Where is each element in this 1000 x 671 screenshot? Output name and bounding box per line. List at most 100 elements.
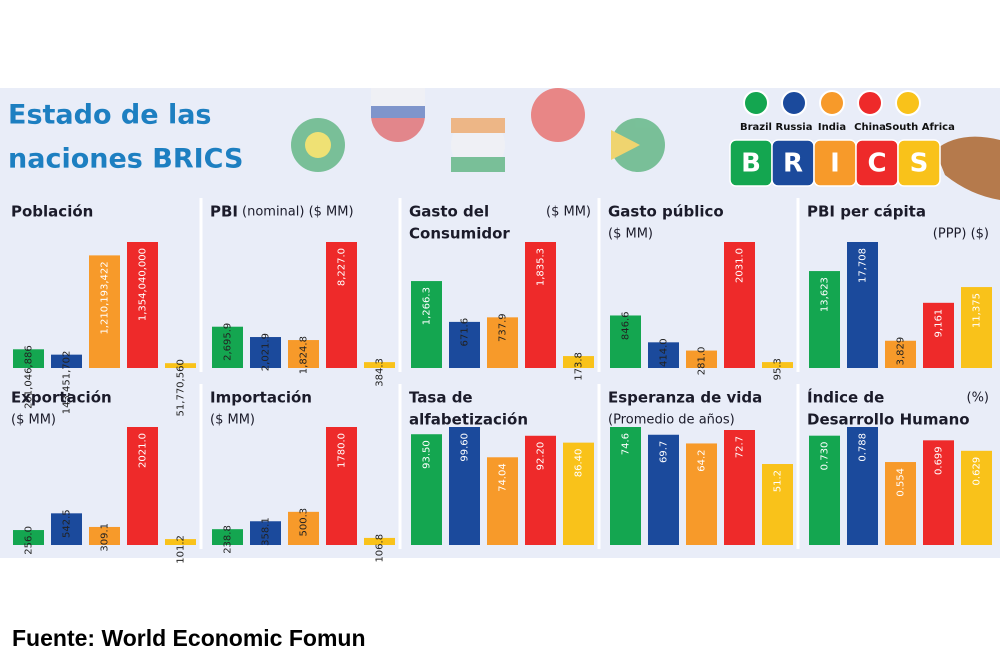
bar — [165, 363, 196, 368]
bar — [885, 340, 916, 368]
logo-flag — [781, 90, 807, 116]
value-label: 281.0 — [697, 347, 708, 376]
value-label: 1,266.3 — [422, 287, 433, 325]
bar-chart: Importación ($ MM) 238.8 358.1 500.3 1780.0 10… — [199, 384, 395, 563]
flag-south-africa-triangle — [611, 130, 640, 160]
bar — [847, 242, 878, 368]
main-title-line: Estado de las — [8, 100, 212, 131]
value-label: 358.1 — [261, 517, 272, 546]
value-label: 1,354,040,000 — [138, 248, 149, 321]
value-label: 2021.0 — [138, 433, 149, 468]
bar-chart: Tasa de alfabetización 93.50 99.60 74.04 92.2… — [398, 384, 594, 549]
bar — [610, 315, 641, 368]
value-label: 846.6 — [621, 311, 632, 340]
bar — [165, 539, 196, 545]
value-label: 72.7 — [735, 436, 746, 458]
chart-unit: (PPP) ($) — [933, 227, 989, 242]
bar — [809, 435, 840, 545]
value-label: 414.0 — [659, 338, 670, 367]
bar — [89, 255, 120, 368]
value-label: 737.9 — [498, 313, 509, 342]
chart-title: Índice de — [807, 388, 884, 407]
value-label: 238.8 — [223, 525, 234, 554]
value-label: 3,829 — [896, 337, 907, 366]
value-label: 92.20 — [536, 442, 547, 471]
value-label: 500.3 — [299, 508, 310, 537]
flag-russia-top — [371, 88, 425, 106]
value-label: 201,046,886 — [24, 345, 35, 409]
bar-chart: Población 201,046,886 143,451,702 1,210,193… — [11, 203, 196, 416]
chart-title: Exportación — [11, 389, 112, 407]
bar — [13, 530, 44, 545]
flag-brazil-inner — [305, 132, 331, 158]
value-label: 143,451,702 — [62, 351, 73, 415]
bar — [923, 440, 954, 545]
value-label: 106.8 — [375, 534, 386, 563]
chart-title: PBI per cápita — [807, 203, 926, 221]
bar — [326, 242, 357, 368]
bar — [525, 242, 556, 368]
value-label: 51,770,560 — [176, 359, 187, 416]
value-label: 13,623 — [820, 277, 831, 312]
value-label: 11,375 — [972, 293, 983, 328]
bar-chart: Gasto público ($ MM) 846.6 414.0 281.0 2031.0… — [597, 198, 793, 380]
chart-title: PBI — [210, 203, 238, 221]
bar — [288, 340, 319, 368]
bar — [364, 362, 395, 368]
value-label: 93.50 — [422, 440, 433, 469]
logo-letter: R — [783, 149, 803, 179]
value-label: 671.6 — [460, 318, 471, 347]
chart-unit: (nominal) ($ MM) — [242, 205, 354, 220]
value-label: 64.2 — [697, 449, 708, 471]
logo-flag — [895, 90, 921, 116]
value-label: 74.04 — [498, 463, 509, 492]
bar-chart: Exportación ($ MM) 256.0 542.5 309.1 2021.0 10… — [11, 389, 196, 564]
bar — [250, 521, 281, 545]
value-label: 51.2 — [773, 470, 784, 492]
logo-flag — [819, 90, 845, 116]
bar — [51, 513, 82, 545]
logo-country: Russia — [776, 122, 813, 133]
logo-letter: I — [830, 149, 840, 179]
bar — [449, 321, 480, 368]
bar — [411, 434, 442, 545]
value-label: 1,824.8 — [299, 336, 310, 374]
value-label: 542.5 — [62, 509, 73, 538]
bar-chart: PBI per cápita (PPP) ($) 13,623 17,708 3,829… — [796, 198, 992, 372]
value-label: 384.3 — [375, 358, 386, 387]
value-label: 173.8 — [574, 352, 585, 381]
bar — [686, 350, 717, 368]
value-label: 17,708 — [858, 248, 869, 283]
value-label: 99.60 — [460, 433, 471, 462]
bar — [885, 462, 916, 545]
chart-title: Importación — [210, 389, 312, 407]
bar — [250, 337, 281, 368]
bar — [487, 457, 518, 545]
chart-title: Esperanza de vida — [608, 389, 762, 407]
logo-flag — [743, 90, 769, 116]
chart-unit: ($ MM) — [11, 413, 56, 428]
bar — [762, 464, 793, 545]
bar — [610, 427, 641, 545]
value-label: 2,021.9 — [261, 333, 272, 371]
bar — [288, 511, 319, 545]
value-label: 0.730 — [820, 442, 831, 471]
flag-russia-mid — [371, 106, 425, 118]
value-label: 86.40 — [574, 449, 585, 478]
logo-country: China — [854, 122, 886, 133]
bar-chart: PBI (nominal) ($ MM) 2,695.9 2,021.9 1,824.8… — [199, 198, 395, 387]
chart-unit: ($ MM) — [546, 205, 591, 220]
bar — [724, 242, 755, 368]
value-label: 0.788 — [858, 433, 869, 462]
decor-flags — [291, 88, 665, 172]
main-title-line: naciones BRICS — [8, 144, 243, 175]
value-label: 9,161 — [934, 309, 945, 338]
flag-india-bottom — [451, 157, 505, 172]
footer-background — [0, 558, 1000, 671]
bar — [648, 434, 679, 545]
value-label: 0.629 — [972, 457, 983, 486]
bar — [51, 354, 82, 368]
chart-title: Gasto del — [409, 203, 489, 221]
bar-chart: Índice de Desarrollo Humano (%) 0.730 0.788 0… — [796, 384, 992, 549]
value-label: 1,210,193,422 — [100, 261, 111, 334]
